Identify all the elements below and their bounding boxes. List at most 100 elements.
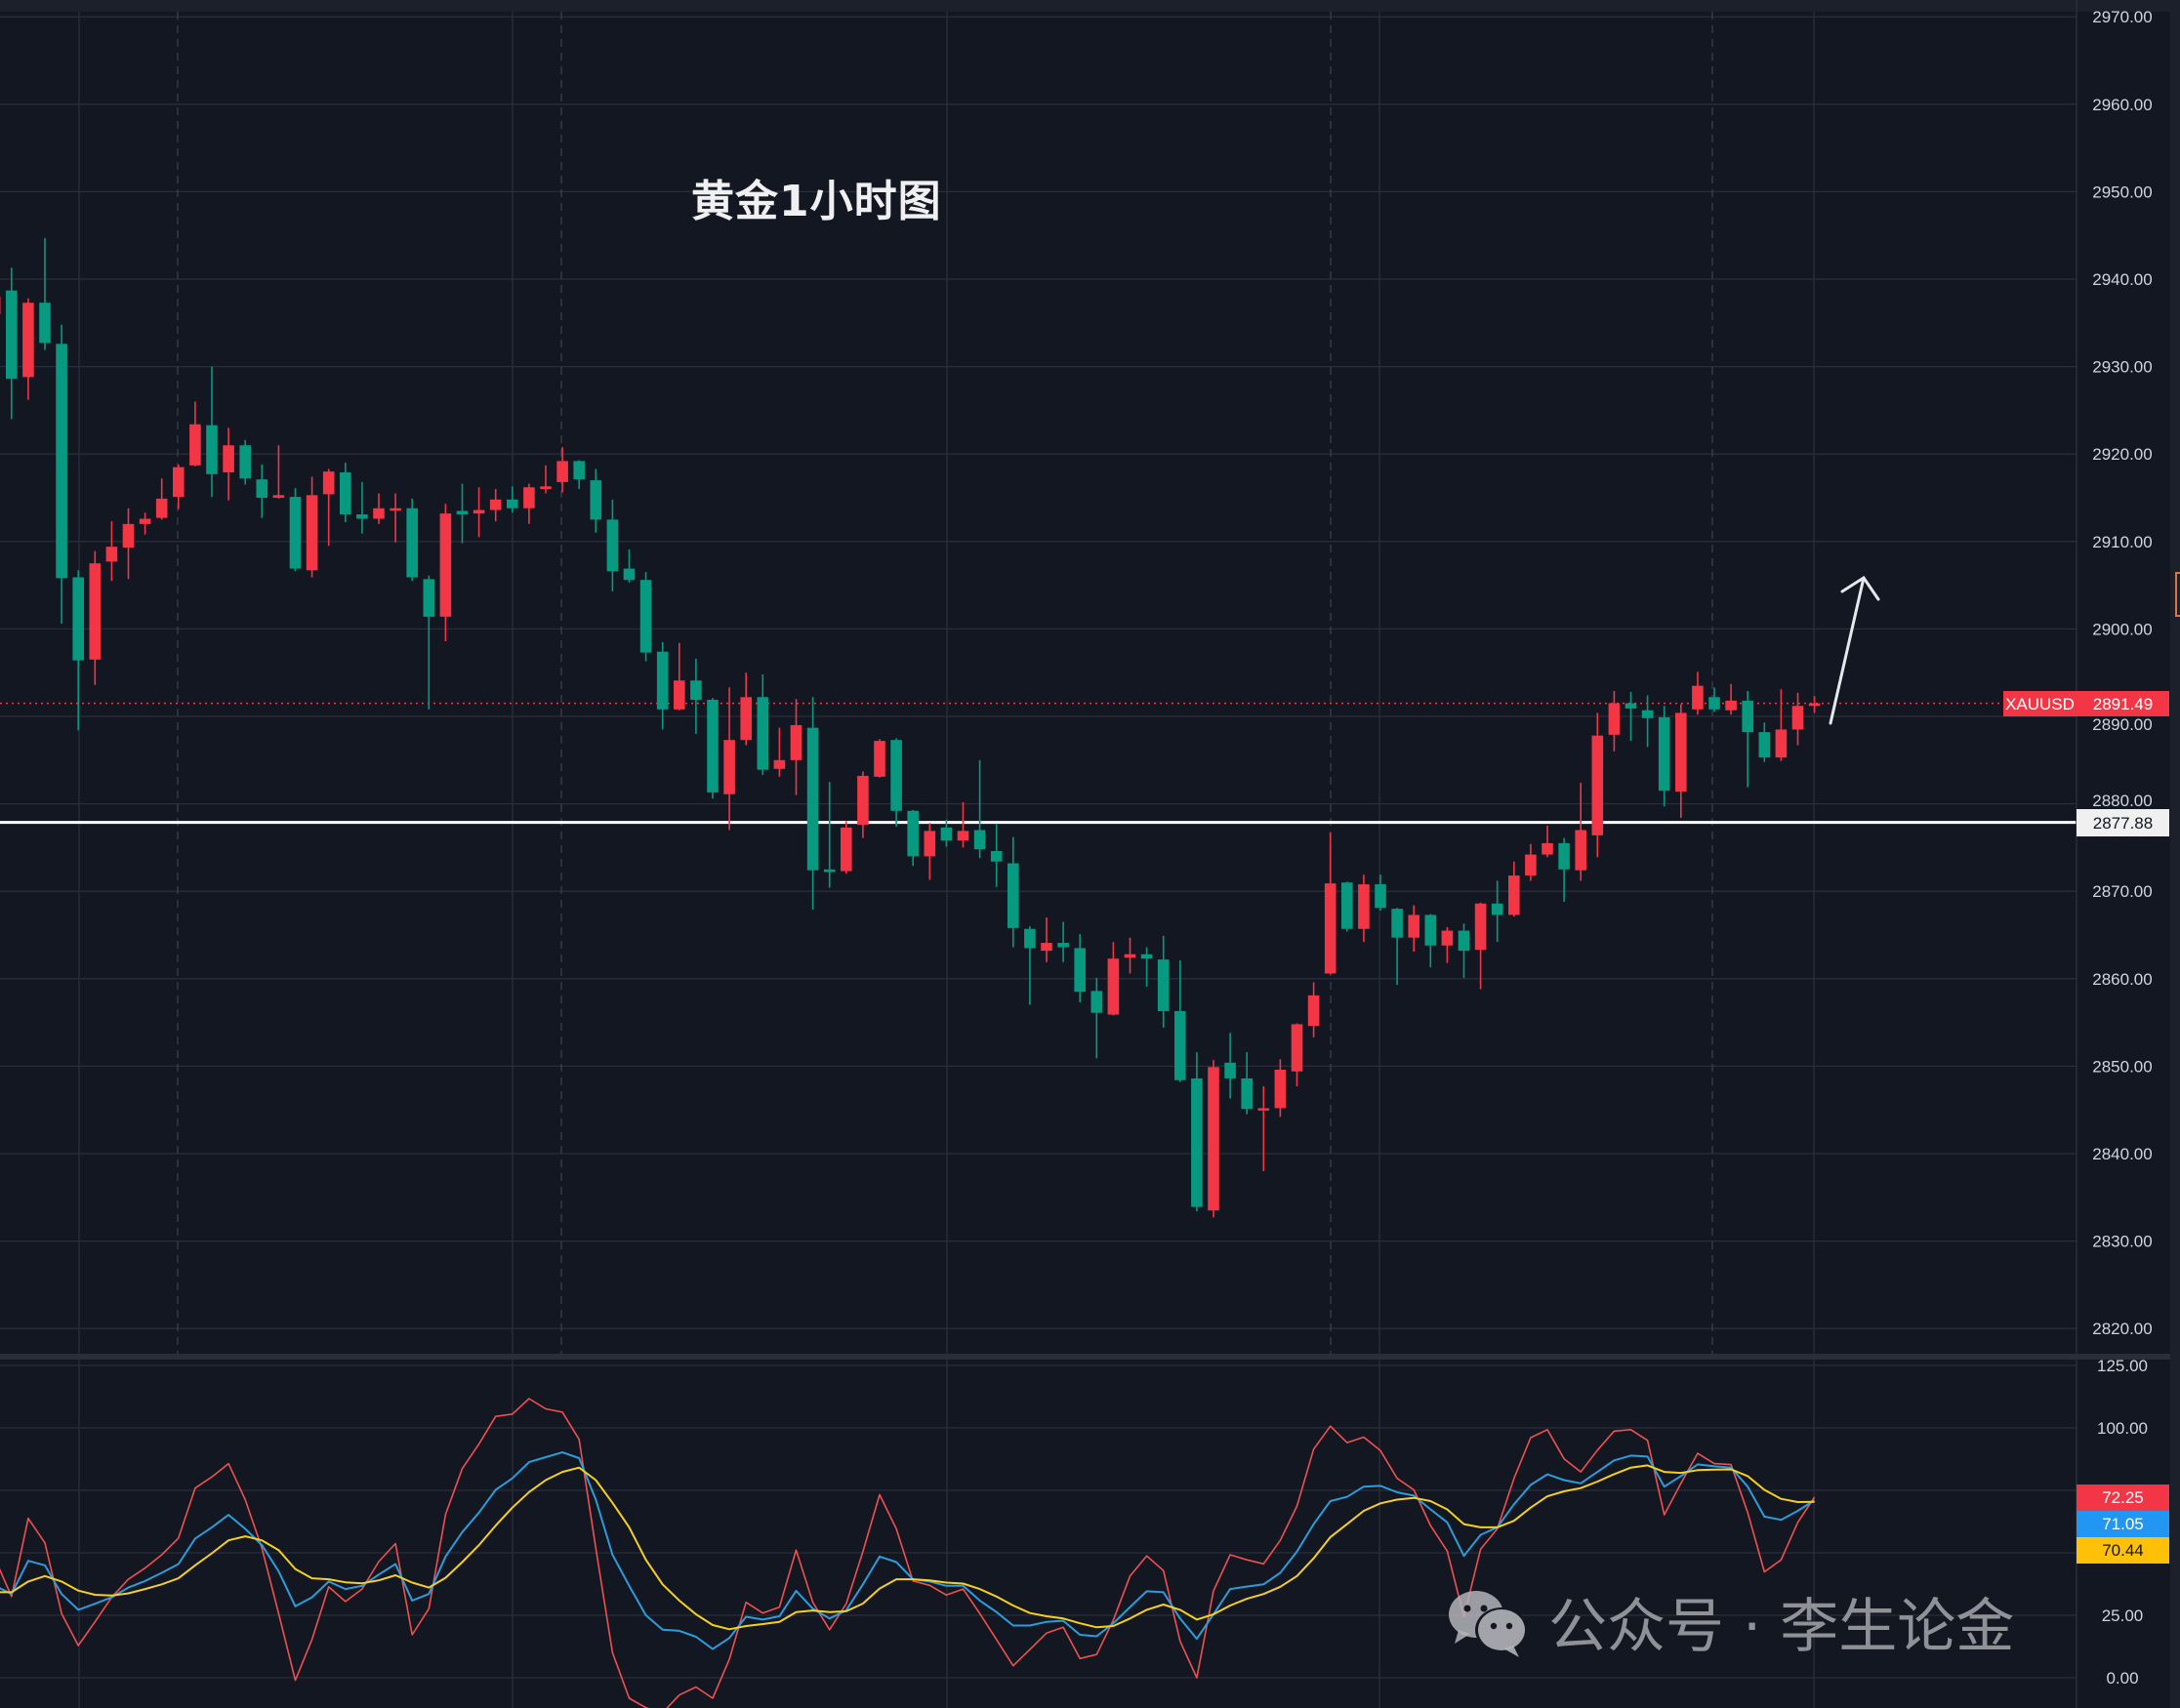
candle-up[interactable] (1525, 843, 1537, 881)
candle-down[interactable] (1375, 874, 1386, 911)
candle-down[interactable] (1341, 881, 1353, 932)
candle-up[interactable] (1725, 683, 1737, 715)
candle-down[interactable] (573, 460, 585, 490)
candle-up[interactable] (1474, 902, 1487, 990)
edge-marker[interactable] (2175, 572, 2180, 617)
candle-up[interactable] (1575, 783, 1586, 881)
candle-up[interactable] (390, 493, 401, 543)
candle-up[interactable] (857, 771, 869, 838)
candle-down[interactable] (1057, 921, 1069, 962)
candle-up[interactable] (223, 427, 234, 501)
candle-up[interactable] (1791, 692, 1804, 746)
candle-up[interactable] (1441, 926, 1454, 963)
candle-up[interactable] (1808, 696, 1821, 713)
candle-up[interactable] (139, 512, 151, 535)
candle-up[interactable] (473, 487, 485, 538)
candle-down[interactable] (39, 237, 51, 350)
candle-down[interactable] (656, 641, 669, 730)
candle-down[interactable] (356, 481, 368, 534)
candle-down[interactable] (1424, 914, 1437, 968)
candle-down[interactable] (456, 483, 469, 544)
candle-down[interactable] (340, 463, 351, 523)
candle-up[interactable] (1675, 704, 1687, 818)
candle-down[interactable] (690, 658, 702, 734)
candle-down[interactable] (1391, 908, 1403, 986)
candle-down[interactable] (1641, 695, 1654, 748)
candle-up[interactable] (105, 521, 118, 582)
candle-up[interactable] (1692, 671, 1704, 715)
candle-down[interactable] (639, 572, 652, 662)
candle-up[interactable] (189, 401, 201, 467)
candle-down[interactable] (1157, 935, 1170, 1028)
candle-down[interactable] (72, 570, 84, 731)
candle-down[interactable] (1024, 926, 1036, 1005)
candle-down[interactable] (6, 267, 18, 420)
candle-down[interactable] (1008, 836, 1019, 948)
trend-arrow[interactable] (1829, 575, 1880, 725)
candle-up[interactable] (1124, 937, 1136, 974)
candle-down[interactable] (206, 366, 218, 498)
candle-up[interactable] (1274, 1059, 1287, 1118)
candle-up[interactable] (1324, 833, 1337, 975)
candle-down[interactable] (890, 738, 902, 827)
candle-up[interactable] (1257, 1086, 1270, 1171)
candle-down[interactable] (1758, 722, 1771, 762)
candle-down[interactable] (1708, 687, 1720, 712)
candle-down[interactable] (823, 782, 836, 888)
candle-down[interactable] (907, 809, 919, 867)
candle-up[interactable] (173, 464, 185, 509)
candle-up[interactable] (1358, 874, 1370, 943)
candle-up[interactable] (272, 445, 285, 499)
candle-up[interactable] (122, 508, 135, 580)
candle-down[interactable] (623, 549, 636, 583)
candle-down[interactable] (1224, 1033, 1236, 1099)
candle-up[interactable] (740, 672, 752, 746)
candle-down[interactable] (406, 498, 418, 582)
candle-up[interactable] (1408, 905, 1419, 953)
candle-up[interactable] (773, 727, 786, 777)
candle-down[interactable] (1174, 959, 1186, 1082)
candle-up[interactable] (1591, 712, 1604, 858)
pane-separator[interactable] (0, 1354, 2180, 1360)
candle-up[interactable] (1608, 691, 1621, 752)
candle-up[interactable] (674, 642, 685, 711)
candle-down[interactable] (239, 439, 251, 485)
candle-up[interactable] (841, 821, 852, 874)
candle-down[interactable] (940, 819, 953, 847)
candle-up[interactable] (89, 550, 102, 685)
candle-up[interactable] (540, 465, 552, 494)
candle-up[interactable] (957, 801, 969, 848)
candle-down[interactable] (289, 488, 302, 572)
candle-down[interactable] (1491, 880, 1503, 943)
candle-down[interactable] (507, 486, 518, 513)
candle-down[interactable] (56, 324, 67, 625)
candle-down[interactable] (707, 698, 719, 799)
candle-down[interactable] (1658, 706, 1670, 807)
candle-up[interactable] (790, 699, 802, 795)
candle-down[interactable] (1625, 691, 1637, 742)
candle-up[interactable] (1291, 1023, 1303, 1087)
candle-down[interactable] (1191, 1052, 1203, 1212)
candle-up[interactable] (924, 823, 936, 880)
candle-down[interactable] (1558, 837, 1570, 902)
candle-up[interactable] (0, 288, 1, 323)
candle-up[interactable] (1107, 942, 1120, 1016)
candle-up[interactable] (322, 468, 335, 547)
candle-up[interactable] (723, 687, 735, 831)
candle-up[interactable] (1041, 917, 1052, 962)
candle-down[interactable] (1140, 947, 1153, 987)
candle-up[interactable] (489, 489, 502, 522)
candle-down[interactable] (1090, 977, 1103, 1059)
candle-up[interactable] (874, 739, 885, 778)
candle-down[interactable] (806, 697, 819, 911)
candle-down[interactable] (1241, 1052, 1253, 1115)
candle-up[interactable] (1208, 1060, 1219, 1218)
candle-up[interactable] (22, 298, 34, 400)
candle-up[interactable] (1542, 826, 1553, 858)
candle-down[interactable] (606, 499, 619, 591)
candle-up[interactable] (1775, 689, 1788, 761)
candle-down[interactable] (1074, 934, 1086, 1002)
candle-up[interactable] (1307, 982, 1320, 1037)
candle-up[interactable] (439, 504, 452, 641)
